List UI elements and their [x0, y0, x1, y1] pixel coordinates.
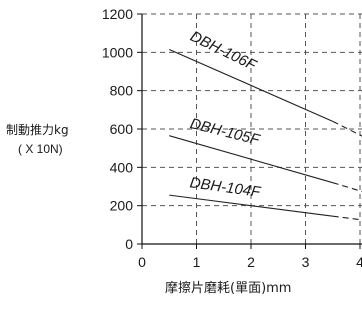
- series-extension-DBH-106F: [332, 120, 362, 137]
- tick-labels: 0 200 400 600 800 1000 1200 0 1 2 3 4: [102, 6, 362, 270]
- x-tick-label-1: 1: [193, 254, 201, 270]
- series-label-DBH-106F: DBH-106F: [187, 28, 259, 75]
- y-tick-label-2: 400: [110, 159, 134, 175]
- series-extension-DBH-105F: [332, 182, 362, 193]
- x-tick-label-3: 3: [302, 254, 310, 270]
- series-line-DBH-106F: [169, 48, 333, 122]
- axes: [137, 13, 362, 249]
- y-axis-label: 制動推力kg ( X 10N): [6, 123, 69, 156]
- series-line-DBH-104F: [169, 194, 333, 217]
- x-tick-label-2: 2: [247, 254, 255, 270]
- series-extension-DBH-104F: [332, 215, 362, 221]
- y-tick-label-5: 1000: [102, 44, 133, 60]
- y-tick-label-3: 600: [110, 121, 134, 137]
- y-tick-label-4: 800: [110, 83, 134, 99]
- y-tick-label-6: 1200: [102, 6, 133, 22]
- grid-lines: [142, 13, 362, 244]
- y-tick-label-1: 200: [110, 198, 134, 214]
- y-axis-unit: ( X 10N): [18, 142, 63, 156]
- x-tick-label-4: 4: [356, 254, 362, 270]
- series-line-DBH-105F: [169, 135, 333, 184]
- x-axis-title: 摩擦片磨耗(單面)mm: [165, 280, 291, 296]
- y-tick-label-0: 0: [125, 236, 133, 252]
- x-tick-label-0: 0: [138, 254, 146, 270]
- y-axis-title: 制動推力kg: [6, 123, 69, 137]
